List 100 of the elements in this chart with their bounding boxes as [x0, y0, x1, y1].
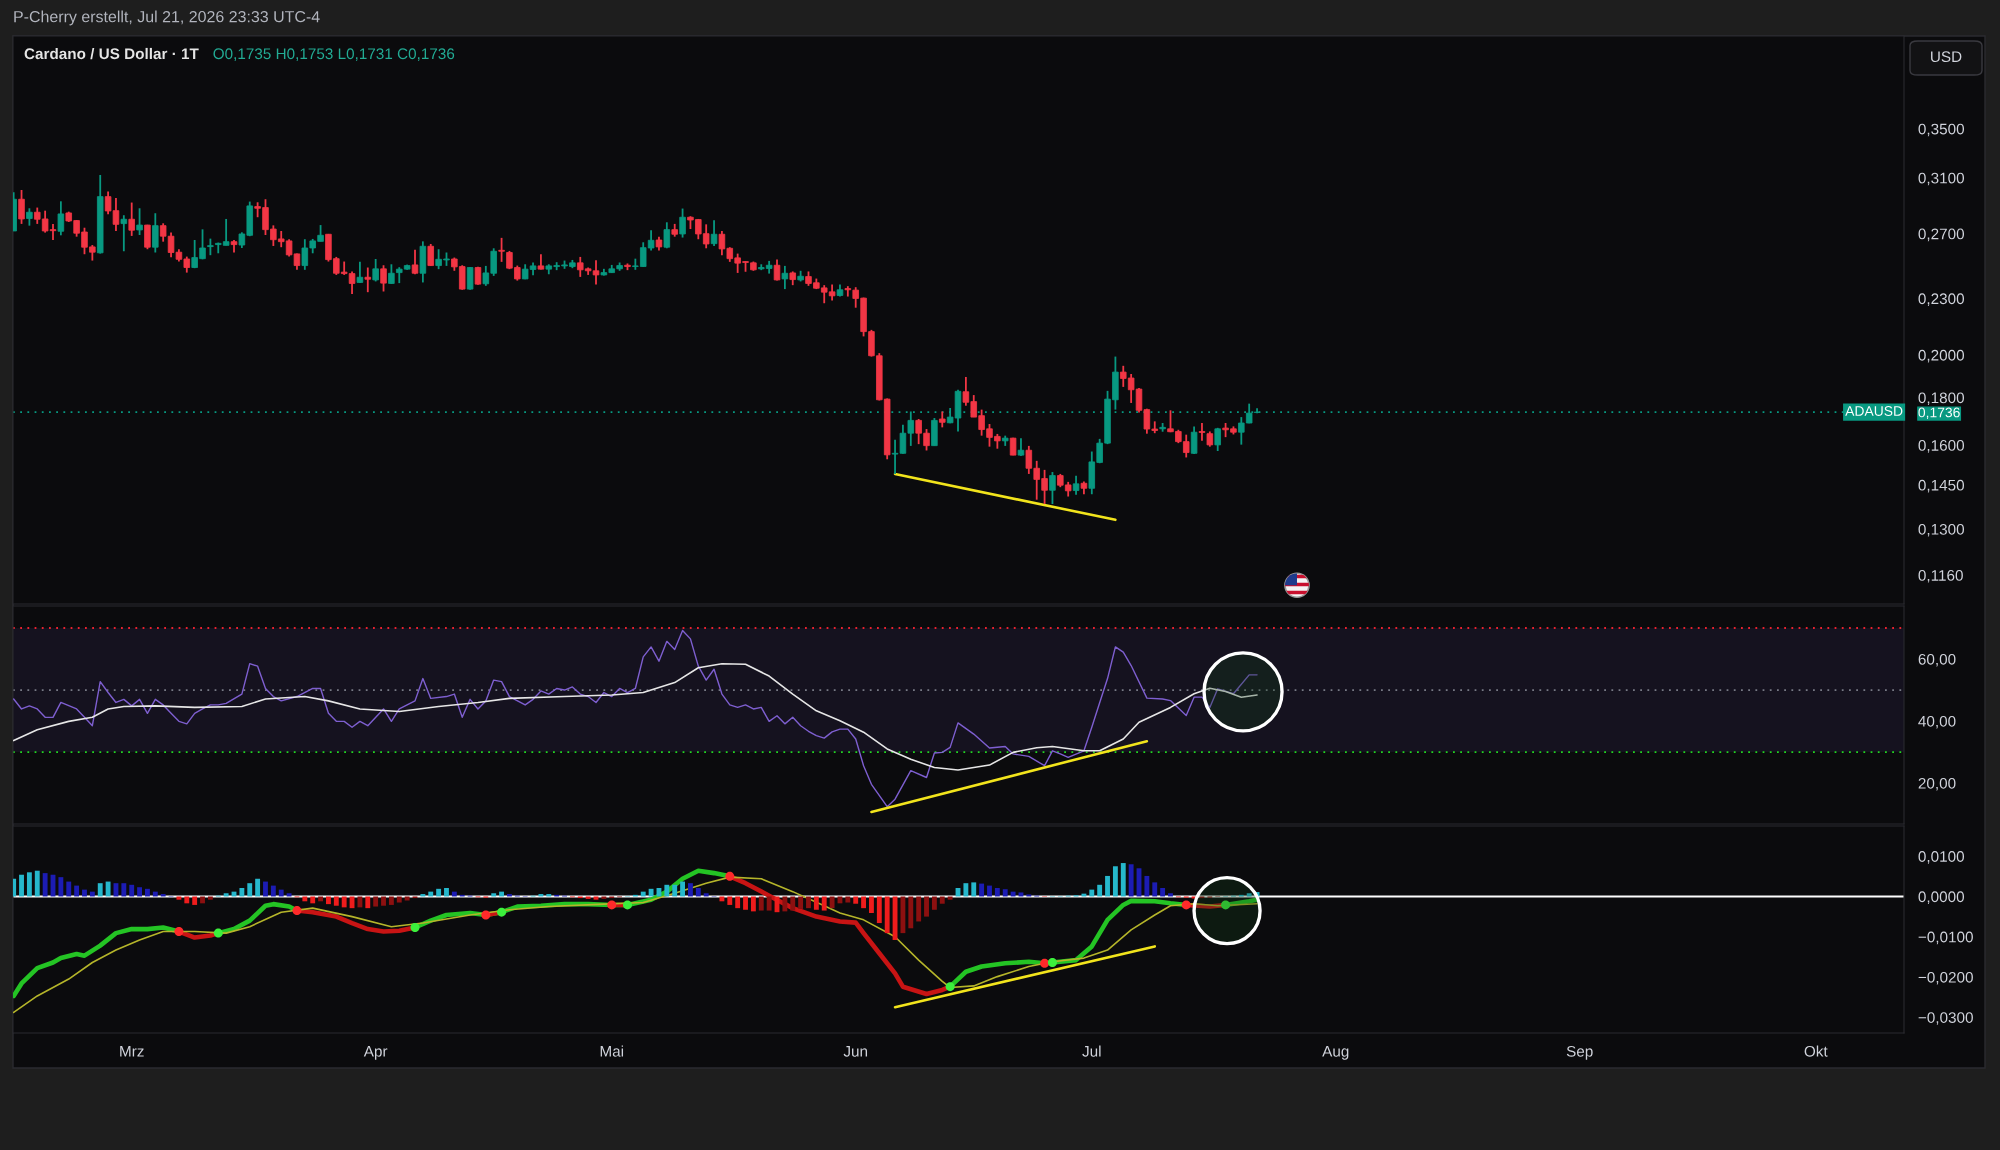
bar [672, 884, 678, 897]
y-tick-label: 0,0100 [1918, 851, 1965, 864]
bar [192, 896, 198, 905]
y-tick-label: 0,3100 [1918, 172, 1965, 186]
point [174, 927, 184, 937]
bar [758, 896, 764, 911]
candlestick [1198, 422, 1206, 442]
point [945, 982, 955, 992]
x-tick-label: Apr [363, 1046, 388, 1060]
point [1040, 958, 1050, 968]
bar [916, 896, 922, 922]
text: Cardano / US Dollar · 1T [24, 47, 199, 60]
bar [207, 896, 213, 900]
bar [26, 872, 32, 897]
bar [719, 896, 725, 902]
candlestick [710, 219, 718, 247]
bar [491, 893, 497, 897]
y-tick-label: 0,3500 [1918, 123, 1965, 137]
bar [806, 896, 811, 909]
point [497, 907, 507, 917]
bar [924, 896, 929, 917]
y-tick-label: −0,0300 [1918, 1012, 1973, 1025]
bar [939, 896, 945, 904]
candlestick [679, 207, 686, 239]
candlestick [207, 237, 214, 257]
x-tick-label: Okt [1804, 1045, 1828, 1057]
point [1221, 900, 1231, 910]
bar [97, 883, 103, 897]
x-tick-label: Mrz [120, 1046, 144, 1057]
bar [735, 896, 741, 909]
y-tick-label: 0,2300 [1918, 293, 1965, 306]
bar [381, 896, 386, 906]
bar [373, 896, 379, 907]
point [1181, 900, 1191, 910]
bar [908, 896, 914, 929]
candlestick [498, 236, 505, 263]
ref-line-label: ADAUSD [1845, 406, 1903, 416]
candlestick [120, 214, 128, 253]
point [213, 928, 223, 938]
bar [255, 878, 261, 897]
bar [750, 896, 756, 912]
candlestick [128, 201, 135, 237]
candlestick [380, 264, 387, 293]
y-tick-label: 0,1450 [1918, 479, 1965, 493]
bar [105, 881, 111, 897]
candlestick [427, 243, 434, 267]
bar [1168, 893, 1173, 897]
bar [326, 896, 331, 905]
bar [184, 896, 190, 904]
point [292, 906, 302, 916]
bar [176, 896, 182, 900]
candlestick [781, 264, 789, 290]
bar [876, 896, 882, 924]
candlestick [1049, 471, 1056, 505]
point [410, 922, 420, 932]
bar [585, 896, 591, 899]
bar [845, 896, 851, 903]
bar [302, 896, 308, 902]
line-series [13, 629, 1258, 808]
bar [341, 896, 347, 908]
bar [121, 883, 127, 897]
bar [278, 889, 284, 897]
candlestick [411, 248, 419, 276]
bar [1002, 889, 1008, 897]
point [607, 900, 617, 910]
bar [648, 888, 654, 897]
x-tick-label: Aug [1322, 1046, 1349, 1060]
line-series [13, 662, 1258, 771]
bar [286, 893, 292, 897]
bar [782, 896, 788, 912]
bar [987, 885, 992, 897]
point [481, 910, 491, 920]
bar [727, 896, 733, 905]
bar [444, 888, 449, 897]
bar [813, 896, 819, 910]
y-tick-label: 40,00 [1918, 715, 1956, 729]
bar [436, 888, 442, 897]
bar [947, 896, 953, 900]
bar [1089, 889, 1095, 897]
y-tick-label: 0,2700 [1918, 228, 1965, 242]
bar [994, 888, 1000, 897]
y-tick-label: 20,00 [1918, 777, 1956, 791]
x-tick-label: Mai [600, 1045, 624, 1057]
candlestick [144, 223, 151, 251]
bar [743, 896, 748, 910]
y-tick-label: 0,2000 [1918, 349, 1965, 363]
bar [703, 893, 709, 897]
bar [1246, 893, 1252, 897]
point [622, 900, 632, 910]
bar [695, 888, 701, 897]
bar [396, 896, 402, 903]
bar [821, 896, 827, 911]
x-tick-label: Sep [1566, 1045, 1593, 1060]
y-tick-label: 0,0000 [1918, 891, 1965, 904]
point [725, 871, 735, 881]
bar [145, 888, 150, 897]
bar [239, 888, 245, 897]
bar [869, 896, 874, 913]
bar [601, 896, 607, 899]
bar [74, 885, 80, 897]
